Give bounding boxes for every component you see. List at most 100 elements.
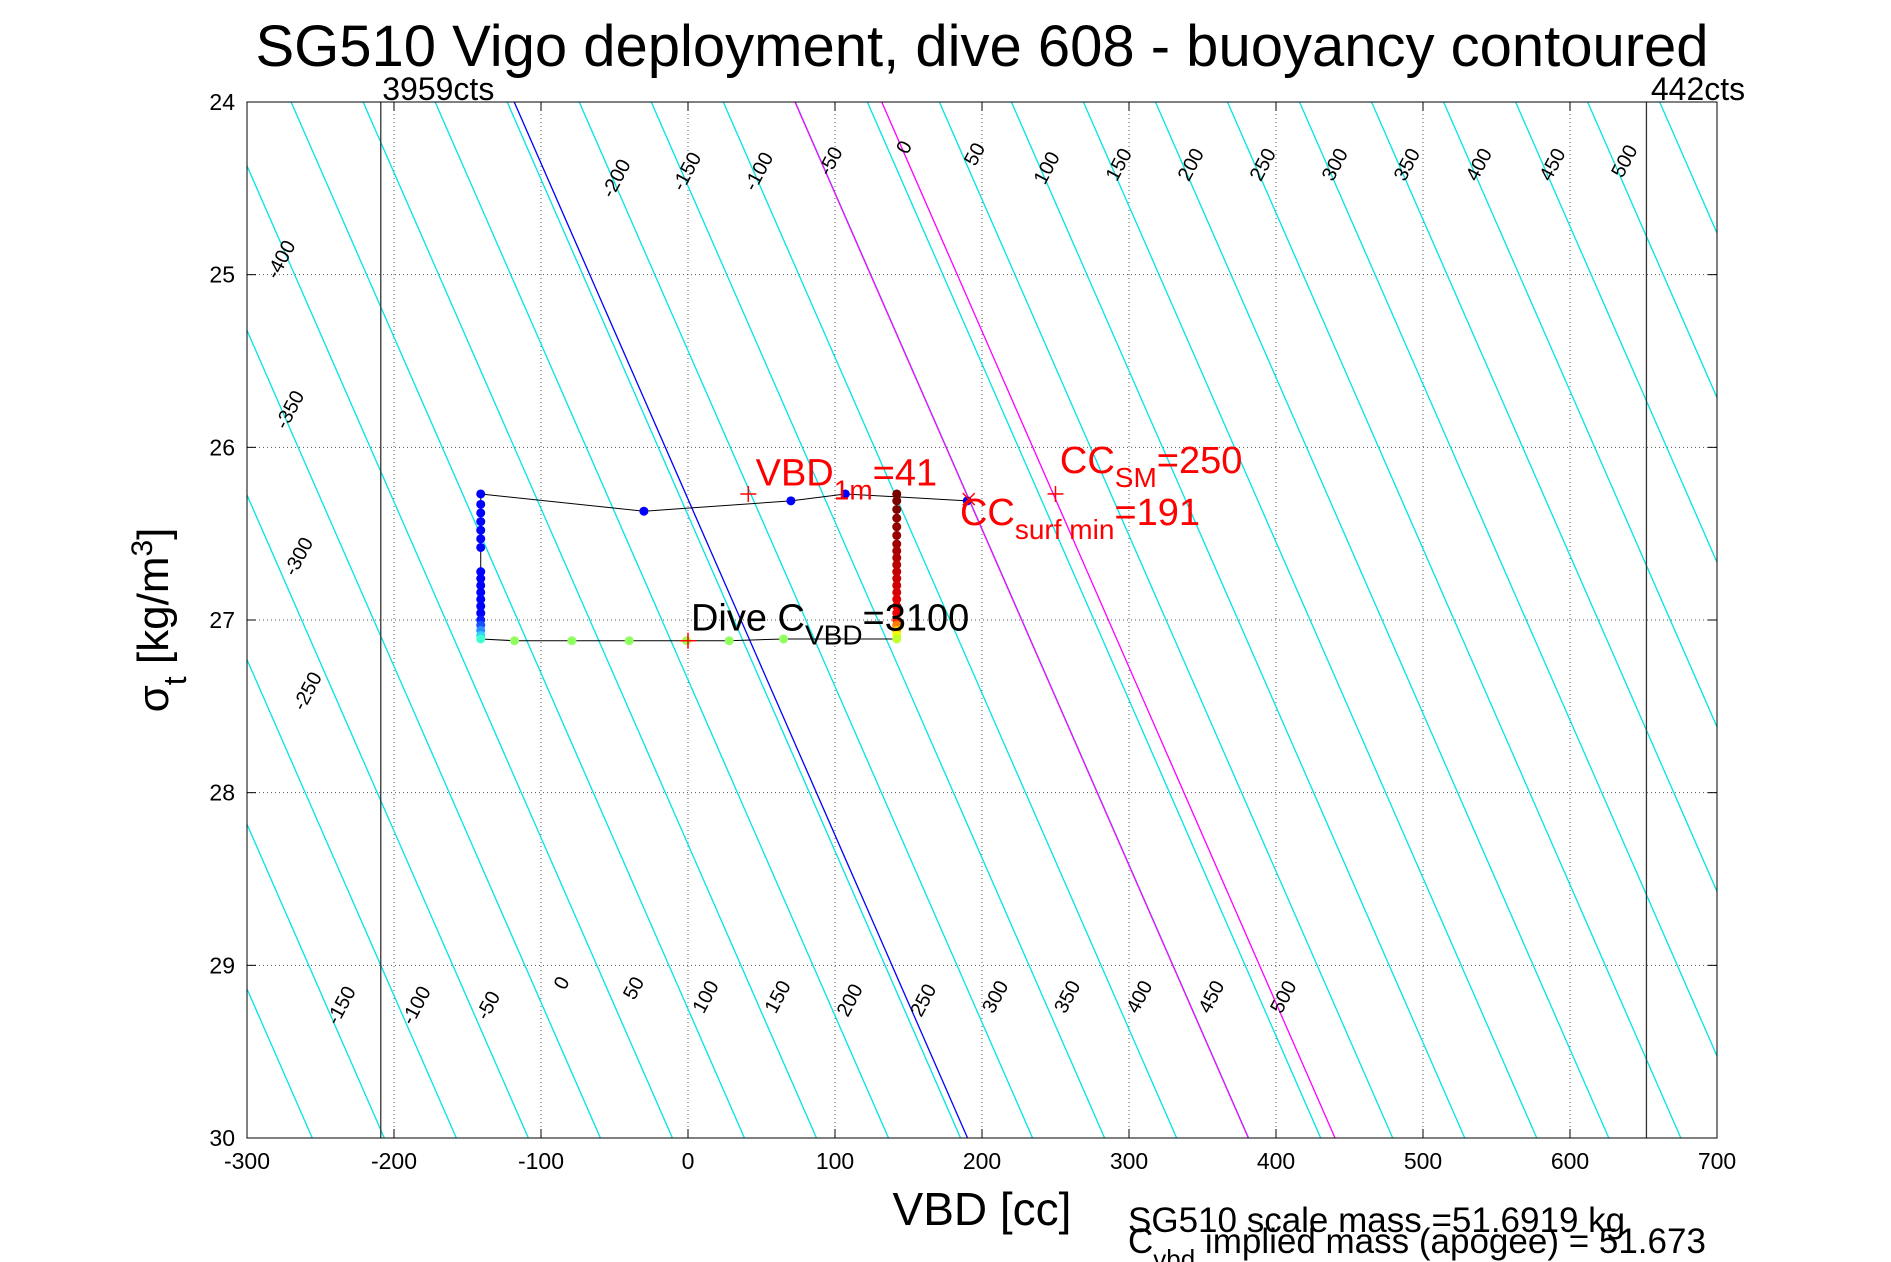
annotation-text: Dive C xyxy=(691,597,805,639)
annotation-text: CC xyxy=(1060,440,1115,482)
contour-line xyxy=(1010,102,1466,1138)
data-point xyxy=(624,636,634,646)
data-point xyxy=(892,553,902,563)
data-point xyxy=(840,489,850,499)
zero-contour-line xyxy=(513,102,969,1138)
data-point xyxy=(892,496,902,506)
annotation-text: =250 xyxy=(1157,440,1243,482)
data-point xyxy=(476,601,486,611)
contour-line xyxy=(722,102,1178,1138)
y-axis-label-unit: [kg/m xyxy=(129,557,178,677)
data-point xyxy=(892,560,902,570)
data-point xyxy=(476,534,486,544)
x-tick-label: -300 xyxy=(224,1148,270,1174)
annotation-text: VBD xyxy=(756,452,834,494)
annotation-text: =3100 xyxy=(863,597,970,639)
data-point xyxy=(892,530,902,540)
x-marker-b xyxy=(962,492,976,506)
y-axis-label: σt [kg/m3] xyxy=(126,528,194,713)
x-tick-label: 300 xyxy=(1110,1148,1148,1174)
contour-line xyxy=(866,102,1322,1138)
x-tick-label: 500 xyxy=(1404,1148,1442,1174)
x-tick-label: -100 xyxy=(518,1148,564,1174)
data-point xyxy=(476,580,486,590)
x-marker xyxy=(962,492,976,506)
data-point xyxy=(892,574,902,584)
grid-lines xyxy=(247,102,1717,1138)
data-point xyxy=(476,542,486,552)
contour-line xyxy=(290,102,746,1138)
y-tick-label: 25 xyxy=(209,262,235,288)
y-tick-label: 29 xyxy=(209,952,235,978)
data-point xyxy=(476,489,486,499)
vbd-limit-label: 442cts xyxy=(1651,71,1745,107)
data-points xyxy=(476,489,972,646)
chart-title: SG510 Vigo deployment, dive 608 - buoyan… xyxy=(255,14,1708,79)
annotation-text: CC xyxy=(960,492,1015,534)
data-point xyxy=(892,522,902,532)
data-point xyxy=(892,587,902,597)
data-point xyxy=(476,567,486,577)
implied-mass-text: implied mass (apogee) = 51.673 xyxy=(1195,1222,1706,1261)
data-point xyxy=(476,525,486,535)
annotation-text: =41 xyxy=(873,452,937,494)
y-tick-label: 27 xyxy=(209,607,235,633)
magenta-contour-line xyxy=(794,102,1249,1138)
cc-sm-annotation: CCSM=250 xyxy=(1060,440,1242,493)
dive-cvbd-annotation: Dive CVBD=3100 xyxy=(691,597,969,650)
y-tick-label: 28 xyxy=(209,780,235,806)
contour-line xyxy=(434,102,890,1138)
annotation-subscript: SM xyxy=(1115,462,1157,493)
y-axis-label-sub: t xyxy=(157,676,193,685)
data-point xyxy=(779,634,789,644)
annotation-subscript: surf min xyxy=(1015,514,1115,545)
x-axis-ticks: -300 -200 -100 0 100 200 300 400 500 600 700 xyxy=(224,102,1736,1174)
contour-line xyxy=(1442,102,1717,729)
data-point xyxy=(892,546,902,556)
data-point xyxy=(476,499,486,509)
contour-line xyxy=(1298,102,1717,1058)
contour-line xyxy=(247,164,674,1138)
data-point xyxy=(639,506,649,516)
implied-mass-sub: vbd xyxy=(1153,1244,1195,1262)
y-axis-label-symbol: σ xyxy=(129,685,178,712)
x-axis-label: VBD [cc] xyxy=(893,1183,1072,1235)
contour-line xyxy=(247,328,601,1138)
y-axis-label-unit-close: ] xyxy=(129,528,178,540)
data-point xyxy=(476,608,486,618)
y-axis-label-unit-sup: 3 xyxy=(126,540,159,557)
x-tick-label: 100 xyxy=(816,1148,854,1174)
data-point xyxy=(476,594,486,604)
data-point xyxy=(892,539,902,549)
data-point xyxy=(476,517,486,527)
vbd-limit-label: 3959cts xyxy=(382,71,494,107)
data-point xyxy=(892,594,902,604)
annotation-text: =191 xyxy=(1114,492,1200,534)
implied-mass-label: Cvbd implied mass (apogee) = 51.673 xyxy=(1128,1222,1706,1262)
cc-surf-min-annotation: CCsurf min=191 xyxy=(960,492,1200,545)
plus-marker xyxy=(740,485,757,502)
contour-line xyxy=(506,102,962,1138)
data-point xyxy=(892,504,902,514)
contour-line xyxy=(578,102,1034,1138)
data-point xyxy=(892,580,902,590)
data-point xyxy=(510,636,520,646)
data-point xyxy=(476,587,486,597)
contour-line xyxy=(650,102,1106,1138)
y-tick-label: 30 xyxy=(209,1125,235,1151)
data-point xyxy=(476,574,486,584)
data-point xyxy=(786,496,796,506)
vbd-limit-lines xyxy=(380,102,1648,1138)
contour-line xyxy=(362,102,818,1138)
contour-line xyxy=(1226,102,1682,1138)
plot-content xyxy=(247,102,1717,1138)
y-tick-label: 24 xyxy=(209,89,235,115)
x-tick-label: 600 xyxy=(1551,1148,1589,1174)
buoyancy-contours xyxy=(247,102,1717,1138)
data-point xyxy=(892,601,902,611)
vbd-1m-annotation: VBD1m=41 xyxy=(756,452,938,505)
x-tick-label: 0 xyxy=(682,1148,695,1174)
contour-line xyxy=(1515,102,1717,564)
data-point xyxy=(892,608,902,618)
y-axis-ticks: 24 25 26 27 28 29 30 xyxy=(209,89,1717,1151)
